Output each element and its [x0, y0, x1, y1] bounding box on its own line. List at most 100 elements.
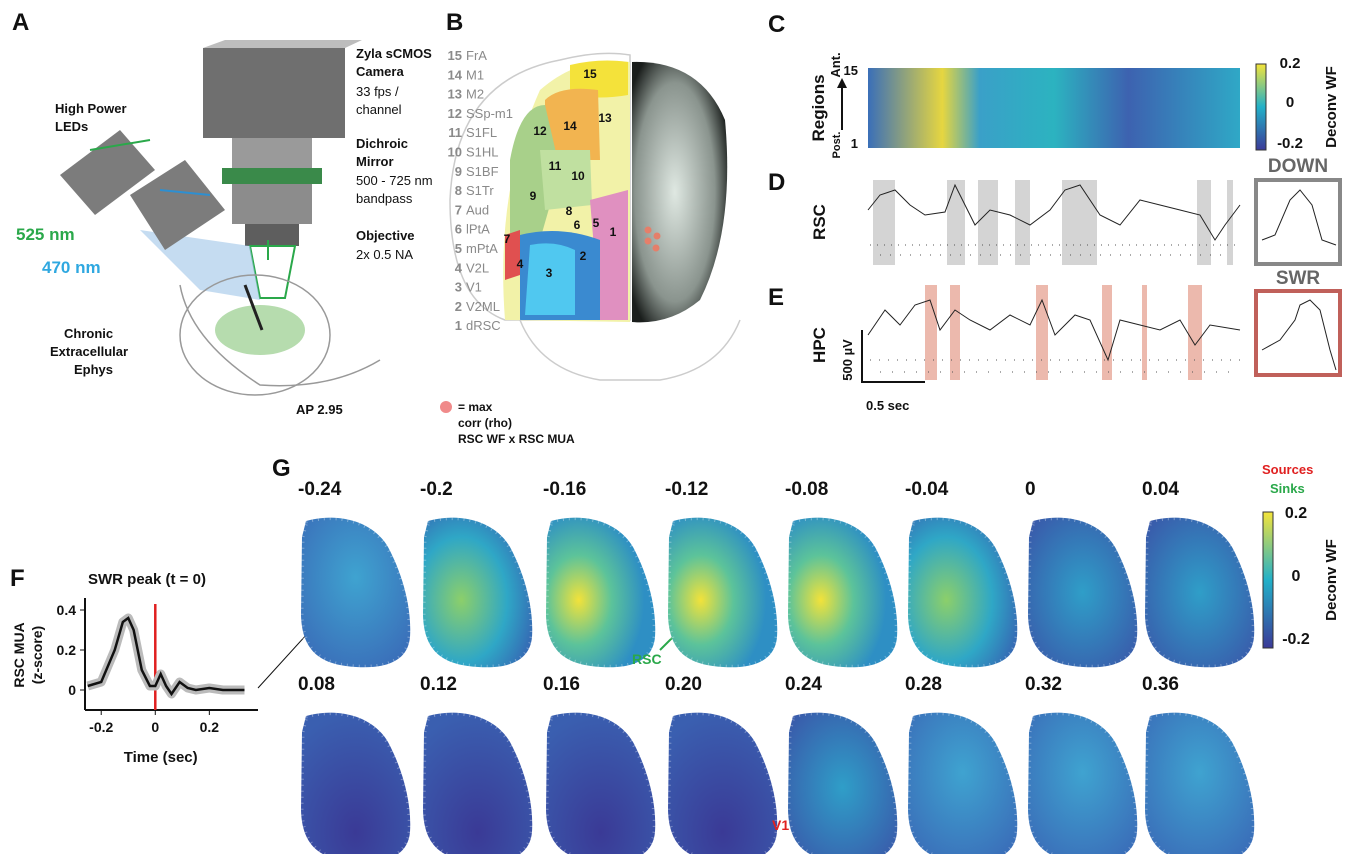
label: Dichroic — [356, 136, 408, 151]
label: 500 µV — [840, 339, 855, 381]
label: Post. — [831, 132, 843, 159]
flow-map — [788, 518, 897, 668]
label: G — [272, 455, 291, 482]
label: 0.4 — [57, 602, 77, 618]
map-shape — [1028, 518, 1137, 668]
colorbar — [1256, 64, 1266, 150]
label: 11 — [448, 125, 462, 140]
label: V1 — [466, 280, 482, 295]
label: Deconv WF — [1323, 539, 1340, 621]
label: SSp-m1 — [466, 106, 513, 121]
label: Sinks — [1270, 481, 1305, 496]
label: 14 — [563, 119, 577, 133]
label: 0 — [1025, 479, 1036, 500]
flow-map — [1028, 713, 1137, 854]
label: S1BF — [466, 164, 499, 179]
label: SWR — [1276, 268, 1321, 289]
label: bandpass — [356, 191, 413, 206]
label: 4 — [517, 257, 524, 271]
label: 33 fps / — [356, 84, 399, 99]
label: 12 — [533, 124, 547, 138]
label: 11 — [549, 159, 562, 173]
label: -0.2 — [89, 719, 113, 735]
map-shape — [1145, 713, 1254, 854]
label: M1 — [466, 67, 484, 82]
label: 15 — [583, 67, 597, 81]
label: (z-score) — [29, 626, 45, 684]
flow-map — [1145, 713, 1254, 854]
flow-map — [908, 518, 1017, 668]
map-shape — [423, 713, 532, 854]
label: 15 — [844, 63, 858, 78]
label: 15 — [448, 48, 462, 63]
label: 2x 0.5 NA — [356, 247, 413, 262]
label: 0.04 — [1142, 479, 1179, 500]
label: A — [12, 9, 29, 36]
flow-map — [423, 518, 532, 668]
label: 500 - 725 nm — [356, 173, 433, 188]
down-states — [873, 180, 1233, 265]
label: 0.12 — [420, 674, 457, 695]
flow-map — [423, 713, 532, 854]
label: mPtA — [466, 241, 498, 256]
label: 1 — [455, 318, 462, 333]
figure: AZyla sCMOSCamera33 fps /channelDichroic… — [0, 0, 1354, 854]
label: D — [768, 169, 785, 196]
map-shape — [301, 713, 410, 854]
label: Aud — [466, 202, 489, 217]
label: 2 — [580, 249, 587, 263]
arrow-head — [837, 78, 847, 88]
label: Regions — [809, 74, 828, 141]
label: 0.28 — [905, 674, 942, 695]
map-shape — [423, 518, 532, 668]
colorbar — [1263, 512, 1273, 648]
label: 0 — [151, 719, 159, 735]
label: 10 — [448, 145, 462, 160]
label: 1 — [851, 136, 858, 151]
label: E — [768, 284, 784, 311]
label: 0.08 — [298, 674, 335, 695]
label: 0.24 — [785, 674, 822, 695]
label: 6 — [455, 222, 462, 237]
ripple-events — [925, 285, 1202, 380]
label: HPC — [810, 327, 829, 363]
map-shape — [1145, 518, 1254, 668]
label: RSC WF x RSC MUA — [458, 432, 575, 446]
label: 4 — [455, 260, 463, 275]
label: 0 — [68, 682, 76, 698]
label: SWR peak (t = 0) — [88, 571, 206, 588]
map-shape — [788, 713, 897, 854]
label: DOWN — [1268, 156, 1328, 177]
flow-map — [1028, 518, 1137, 668]
label: 2 — [455, 299, 462, 314]
label: 0.36 — [1142, 674, 1179, 695]
label: S1Tr — [466, 183, 494, 198]
down-trace — [1262, 190, 1336, 245]
map-shape — [908, 713, 1017, 854]
label: Ephys — [74, 362, 113, 377]
label: S1FL — [466, 125, 497, 140]
label: Chronic — [64, 326, 113, 341]
label: -0.12 — [665, 479, 708, 500]
label: 8 — [566, 204, 573, 218]
label: 0 — [1292, 568, 1301, 585]
label: 7 — [504, 232, 511, 246]
label: 0 — [1286, 94, 1294, 111]
label: = max — [458, 400, 493, 414]
label: corr (rho) — [458, 416, 512, 430]
label: 13 — [448, 87, 462, 102]
hpc-trace — [868, 300, 1240, 360]
label: V2ML — [466, 299, 500, 314]
label: Objective — [356, 228, 415, 243]
label: LEDs — [55, 119, 88, 134]
label: 0.2 — [1285, 505, 1307, 522]
label: V2L — [466, 260, 489, 275]
flow-map — [1145, 518, 1254, 668]
flow-map — [908, 713, 1017, 854]
map-shape — [546, 713, 655, 854]
swr-trace — [1262, 300, 1336, 370]
swr-inset — [1256, 291, 1340, 375]
label: -0.2 — [1277, 135, 1303, 152]
map-shape — [301, 518, 410, 668]
label: C — [768, 11, 785, 38]
